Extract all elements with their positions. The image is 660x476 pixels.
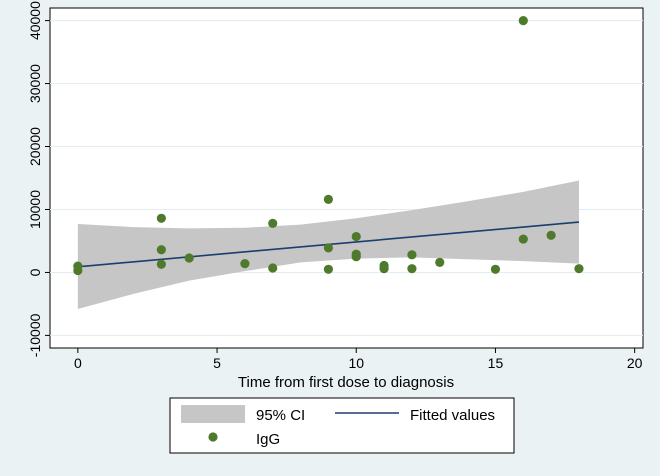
igg-point [379, 264, 389, 274]
igg-point [351, 252, 361, 262]
y-tick-label: -10000 [27, 313, 43, 357]
x-tick-label: 10 [348, 355, 364, 371]
igg-point [268, 218, 278, 228]
legend: 95% CI Fitted values IgG [169, 397, 515, 454]
igg-point [435, 257, 445, 267]
igg-point [574, 264, 584, 274]
igg-point [407, 264, 417, 274]
igg-point [518, 15, 528, 26]
igg-point [323, 243, 334, 253]
y-tick-label: 20000 [27, 127, 43, 166]
axes-layer: 0 5 10 15 20 -10000 0 10000 20000 30000 40000 [27, 1, 643, 371]
igg-point [490, 264, 501, 274]
igg-point [184, 253, 194, 263]
igg-point [156, 213, 166, 223]
igg-point [546, 230, 556, 240]
igg-point [518, 234, 528, 244]
legend-fitted-label: Fitted values [410, 407, 495, 424]
plot-area [49, 7, 644, 349]
legend-ci-label: 95% CI [256, 407, 305, 424]
points-layer [73, 15, 584, 276]
igg-point [268, 263, 278, 273]
x-tick-label: 20 [627, 355, 643, 371]
igg-point [407, 250, 417, 260]
legend-igg-label: IgG [256, 431, 280, 448]
x-tick-label: 15 [488, 355, 504, 371]
y-tick-label: 10000 [27, 190, 43, 229]
igg-point [156, 259, 166, 269]
igg-point [323, 264, 334, 274]
x-tick-label: 5 [213, 355, 221, 371]
igg-point [351, 231, 361, 242]
igg-point [240, 259, 250, 269]
igg-point [73, 265, 83, 276]
y-tick-label: 0 [27, 268, 43, 276]
igg-point [156, 245, 166, 255]
igg-point [323, 194, 334, 205]
legend-ci-swatch [181, 405, 245, 423]
x-tick-label: 0 [74, 355, 82, 371]
x-axis-title: Time from first dose to diagnosis [238, 374, 454, 391]
legend-igg-marker [208, 432, 218, 442]
y-tick-label: 30000 [27, 64, 43, 103]
y-tick-label: 40000 [27, 1, 43, 40]
